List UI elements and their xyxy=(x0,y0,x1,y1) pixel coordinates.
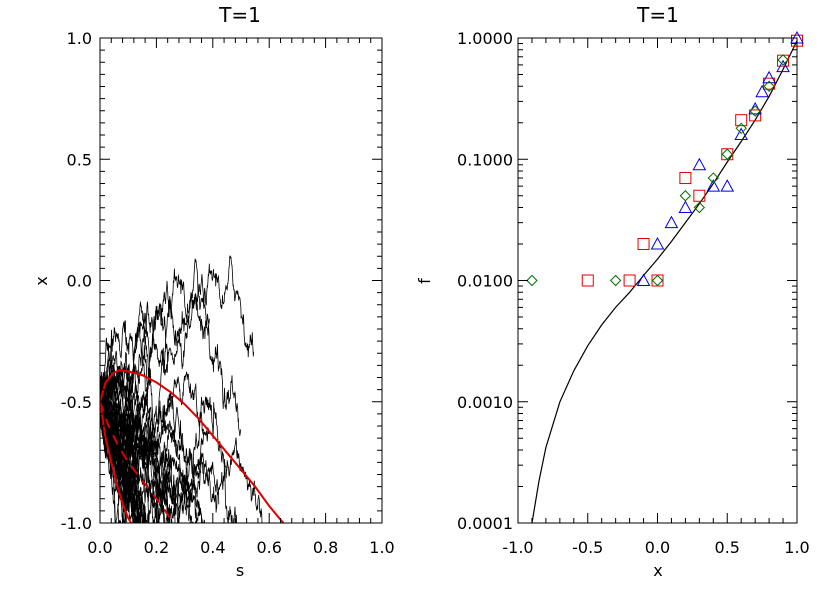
x-tick-label: -0.5 xyxy=(572,538,603,557)
diamond-marker xyxy=(749,105,761,117)
square-marker xyxy=(651,274,664,287)
x-tick-label: 0.5 xyxy=(715,538,740,557)
theory-curve xyxy=(531,40,797,523)
triangle-marker xyxy=(720,179,735,192)
triangle-marker xyxy=(776,59,790,73)
left-y-axis-label: x xyxy=(32,276,51,285)
x-tick-label: 0.0 xyxy=(645,538,670,557)
y-tick-label: 0.0100 xyxy=(457,272,513,291)
square-marker xyxy=(679,172,692,185)
right-panel-chart: T=1 -1.0 -0.5 0.0 0.5 1.0 0.0001 0.0010 0.0100 0… xyxy=(415,3,810,580)
red-curve-dashed xyxy=(100,401,175,523)
trajectory-path xyxy=(100,342,151,447)
triangle-marker xyxy=(664,215,679,229)
trajectory-path xyxy=(100,255,254,439)
left-chart-title: T=1 xyxy=(218,3,261,27)
left-plot-area: 0.0 0.2 0.4 0.6 0.8 1.0 -1.0 -0.5 0.0 0.5 1.0 xyxy=(61,29,395,557)
y-tick-label: 0.5 xyxy=(67,150,92,169)
triangle-marker xyxy=(734,127,749,141)
y-tick-label: 0.1000 xyxy=(457,150,513,169)
right-y-axis-label: f xyxy=(415,278,434,284)
triangle-marker xyxy=(650,236,665,250)
diamond-marker xyxy=(651,274,664,287)
square-marker xyxy=(581,274,594,287)
right-x-axis-label: x xyxy=(653,561,662,580)
diamond-marker xyxy=(721,148,733,160)
sample-trajectories xyxy=(100,255,263,523)
y-tick-label: -1.0 xyxy=(61,514,92,533)
triangle-marker xyxy=(755,84,769,98)
x-tick-label: 0.0 xyxy=(87,538,112,557)
square-marker xyxy=(735,114,748,127)
square-marker xyxy=(721,148,734,161)
diamond-marker xyxy=(526,274,538,287)
left-x-axis-label: s xyxy=(236,561,244,580)
trajectory-path xyxy=(100,379,190,523)
y-tick-label: -0.5 xyxy=(61,393,92,412)
square-marker xyxy=(693,189,706,202)
x-tick-label: 0.4 xyxy=(200,538,225,557)
diamond-marker xyxy=(763,80,775,92)
trajectory-path xyxy=(100,258,242,469)
left-panel-chart: T=1 0.0 0.2 0.4 0.6 0.8 1.0-1.0-0.50.00.51.0 … xyxy=(32,3,395,580)
y-tick-label: 1.0 xyxy=(67,29,92,48)
diamond-marker xyxy=(679,190,692,202)
triangle-marker xyxy=(762,70,776,84)
right-plot-frame xyxy=(517,37,798,524)
trajectory-path xyxy=(100,374,149,523)
right-plot-area: -1.0 -0.5 0.0 0.5 1.0 0.0001 0.0010 0.0100 0.100… xyxy=(457,29,810,557)
x-tick-label: 0.8 xyxy=(313,538,338,557)
red-curve-solid xyxy=(100,369,285,523)
square-marker xyxy=(749,109,762,122)
red-curve-solid xyxy=(100,401,132,523)
diamond-marker xyxy=(777,54,789,66)
square-marker xyxy=(623,274,636,287)
x-tick-label: 1.0 xyxy=(784,538,809,557)
triangle-marker xyxy=(706,179,721,192)
trajectory-path xyxy=(100,352,171,523)
y-tick-label: 0.0010 xyxy=(457,393,513,412)
x-tick-label: 0.2 xyxy=(144,538,169,557)
x-tick-label: 0.6 xyxy=(256,538,281,557)
square-marker xyxy=(763,77,776,90)
triangle-marker xyxy=(692,157,707,171)
diamond-marker xyxy=(735,122,747,135)
y-tick-label: 1.0000 xyxy=(457,29,513,48)
square-marker xyxy=(637,238,650,251)
right-chart-title: T=1 xyxy=(636,3,679,27)
y-tick-label: 0.0 xyxy=(67,272,92,291)
x-tick-label: 1.0 xyxy=(369,538,394,557)
trajectory-path xyxy=(100,320,152,402)
triangle-marker xyxy=(678,200,693,214)
y-tick-label: 0.0001 xyxy=(457,514,513,533)
diamond-marker xyxy=(693,201,706,214)
triangle-marker xyxy=(636,273,651,286)
x-tick-label: -1.0 xyxy=(502,538,533,557)
diamond-marker xyxy=(609,274,622,287)
diamond-marker xyxy=(707,172,720,184)
